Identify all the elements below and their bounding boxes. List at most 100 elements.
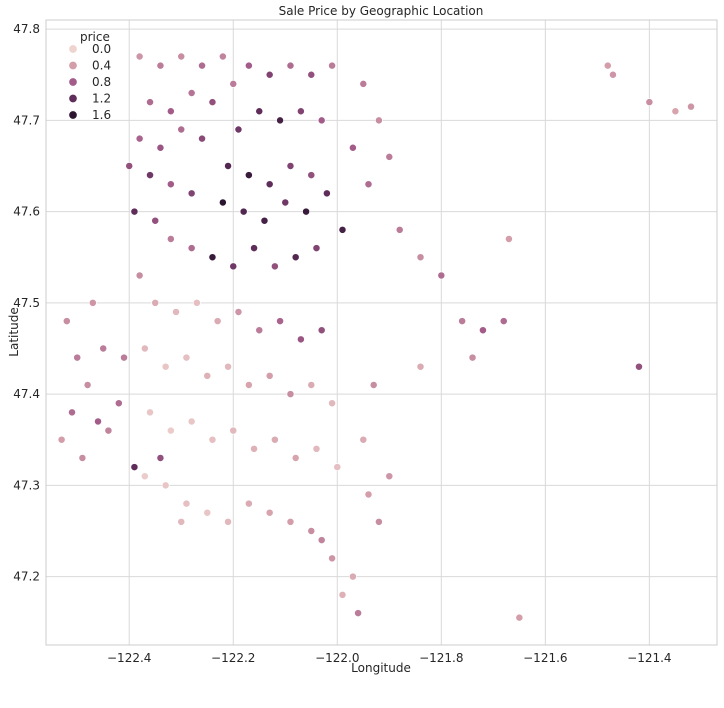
scatter-point [250, 444, 259, 453]
scatter-point [130, 207, 139, 216]
scatter-point [146, 171, 154, 180]
scatter-point [348, 143, 357, 152]
x-tick-label: −121.4 [627, 651, 671, 665]
scatter-point [307, 171, 316, 180]
scatter-point [364, 490, 373, 499]
scatter-point [265, 70, 274, 79]
scatter-point [359, 435, 368, 444]
scatter-point [224, 517, 233, 526]
scatter-point [286, 61, 295, 70]
scatter-point [166, 180, 175, 189]
plot-frame [45, 19, 718, 646]
scatter-point [187, 189, 196, 198]
scatter-point [317, 536, 326, 545]
scatter-point [135, 271, 144, 280]
scatter-point [328, 554, 337, 563]
scatter-point [265, 371, 274, 380]
scatter-point [94, 417, 102, 426]
scatter-point [385, 152, 394, 161]
y-tick-label: 47.5 [13, 296, 40, 310]
legend-label: 1.2 [92, 92, 111, 106]
scatter-point [203, 371, 212, 380]
scatter-point [218, 52, 227, 61]
scatter-point [276, 116, 285, 125]
scatter-point [130, 463, 139, 472]
legend-marker [68, 77, 78, 87]
scatter-point [172, 308, 180, 316]
scatter-point [281, 198, 290, 207]
legend-marker [68, 44, 78, 54]
scatter-point [224, 162, 233, 170]
scatter-point [276, 317, 285, 326]
scatter-point [244, 171, 253, 180]
scatter-point [99, 344, 108, 353]
x-tick-label: −122.0 [315, 651, 359, 665]
scatter-point [198, 61, 206, 70]
legend-marker [68, 110, 78, 120]
y-tick-label: 47.3 [13, 478, 40, 492]
scatter-point [322, 189, 331, 198]
scatter-point [354, 609, 363, 618]
scatter-point [156, 143, 165, 152]
scatter-point [244, 499, 253, 508]
scatter-point [286, 517, 295, 526]
scatter-point [177, 517, 186, 526]
scatter-point [234, 308, 243, 316]
scatter-point [229, 79, 238, 88]
scatter-point [359, 79, 368, 88]
scatter-point [187, 244, 196, 253]
scatter-point [671, 107, 680, 116]
scatter-point [224, 362, 233, 371]
scatter-point [458, 317, 467, 326]
scatter-point [255, 326, 264, 335]
legend: price 0.0 0.4 0.8 1.2 1.6 [68, 30, 111, 122]
scatter-point [328, 61, 337, 70]
scatter-point [270, 435, 279, 444]
scatter-point [687, 102, 695, 111]
scatter-point [78, 454, 87, 462]
scatter-point [57, 435, 66, 444]
scatter-point [83, 381, 92, 389]
scatter-point [416, 253, 425, 262]
scatter-point [187, 417, 196, 426]
scatter-point [302, 207, 311, 216]
scatter-point [286, 390, 295, 399]
scatter-point [203, 508, 212, 517]
scatter-point [504, 235, 513, 243]
x-tick-labels: −122.4 −122.2 −122.0 −121.8 −121.6 −121.4 [107, 651, 672, 665]
x-tick-label: −122.4 [107, 651, 151, 665]
scatter-point [229, 426, 238, 435]
scatter-point [177, 125, 186, 134]
scatter-point [468, 353, 477, 362]
scatter-point [317, 116, 326, 125]
scatter-point [270, 262, 279, 271]
data-points [57, 52, 695, 622]
scatter-point [208, 253, 217, 262]
y-tick-label: 47.4 [13, 387, 40, 401]
scatter-point [296, 335, 305, 344]
scatter-point [161, 481, 170, 490]
scatter-point [146, 408, 154, 417]
scatter-point [645, 98, 654, 107]
scatter-point [161, 362, 170, 371]
scatter-point [265, 180, 274, 189]
plot-background [46, 20, 717, 645]
scatter-point [146, 98, 154, 107]
scatter-point [234, 125, 243, 134]
scatter-point [338, 590, 347, 599]
scatter-point [265, 508, 274, 517]
scatter-point [478, 326, 487, 335]
scatter-point [151, 216, 160, 225]
scatter-point [229, 262, 238, 271]
scatter-point [68, 408, 76, 417]
scatter-point [208, 435, 217, 444]
scatter-point [609, 70, 617, 79]
y-tick-labels: 47.2 47.3 47.4 47.5 47.6 47.7 47.8 [13, 22, 40, 583]
scatter-point [260, 216, 269, 225]
scatter-point [140, 472, 149, 481]
scatter-point [369, 381, 378, 389]
scatter-point [250, 244, 259, 253]
scatter-point [135, 134, 144, 143]
scatter-point [218, 198, 227, 207]
scatter-point [515, 613, 524, 622]
